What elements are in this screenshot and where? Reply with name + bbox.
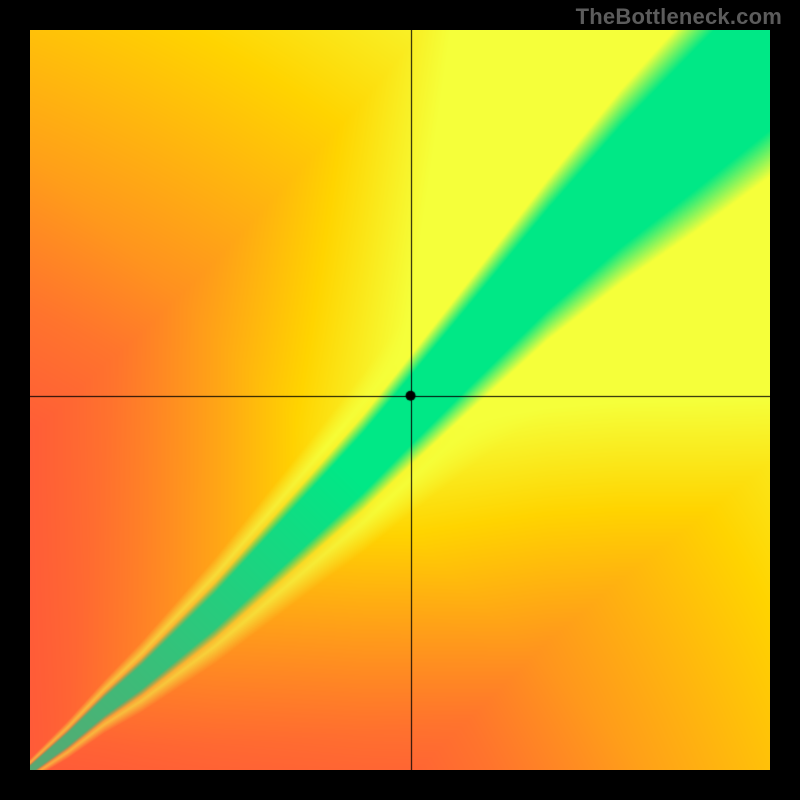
- watermark-text: TheBottleneck.com: [576, 4, 782, 30]
- chart-container: { "watermark": { "text": "TheBottleneck.…: [0, 0, 800, 800]
- bottleneck-heatmap: [30, 30, 770, 770]
